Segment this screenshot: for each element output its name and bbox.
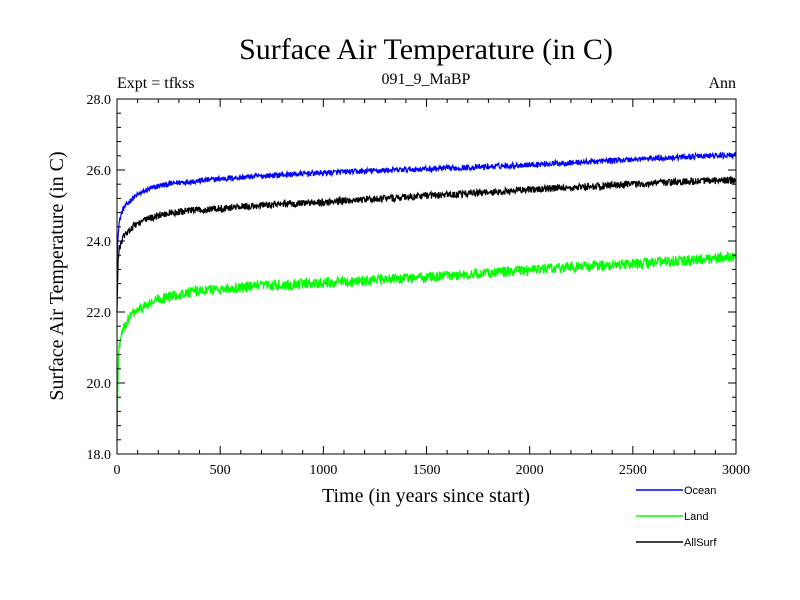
series-line-allsurf: [116, 175, 737, 313]
legend: Ocean Land AllSurf: [636, 485, 717, 549]
x-tick-label: 2500: [619, 463, 647, 478]
y-tick-label: 28.0: [87, 93, 112, 108]
y-tick-label: 26.0: [87, 164, 112, 179]
x-tick-label: 500: [210, 463, 231, 478]
y-tick-label: 22.0: [87, 306, 112, 321]
x-tick-label: 2000: [516, 463, 544, 478]
chart-subtitle: 091_9_MaBP: [382, 71, 471, 88]
y-tick-label: 24.0: [87, 235, 112, 250]
chart-right-label: Ann: [708, 75, 736, 92]
y-tick-label: 20.0: [87, 377, 112, 392]
x-tick-label: 3000: [722, 463, 750, 478]
axis-layer: 0 500 1000 1500 2000 2500 3000 18.0 20.0 22.0 24.0…: [87, 93, 751, 478]
y-tick-label: 18.0: [87, 448, 112, 463]
series-line-ocean: [116, 151, 737, 266]
chart-left-label: Expt = tfkss: [117, 75, 194, 92]
x-axis-label: Time (in years since start): [322, 485, 530, 507]
y-axis-label: Surface Air Temperature (in C): [46, 151, 68, 400]
legend-label-allsurf: AllSurf: [684, 537, 717, 549]
chart-title: Surface Air Temperature (in C): [239, 33, 613, 66]
x-tick-label: 1000: [309, 463, 337, 478]
legend-label-ocean: Ocean: [684, 485, 716, 497]
x-tick-label: 1500: [413, 463, 441, 478]
series-layer: [116, 151, 737, 444]
legend-label-land: Land: [684, 511, 708, 523]
series-line-land: [116, 250, 737, 444]
x-tick-label: 0: [114, 463, 121, 478]
